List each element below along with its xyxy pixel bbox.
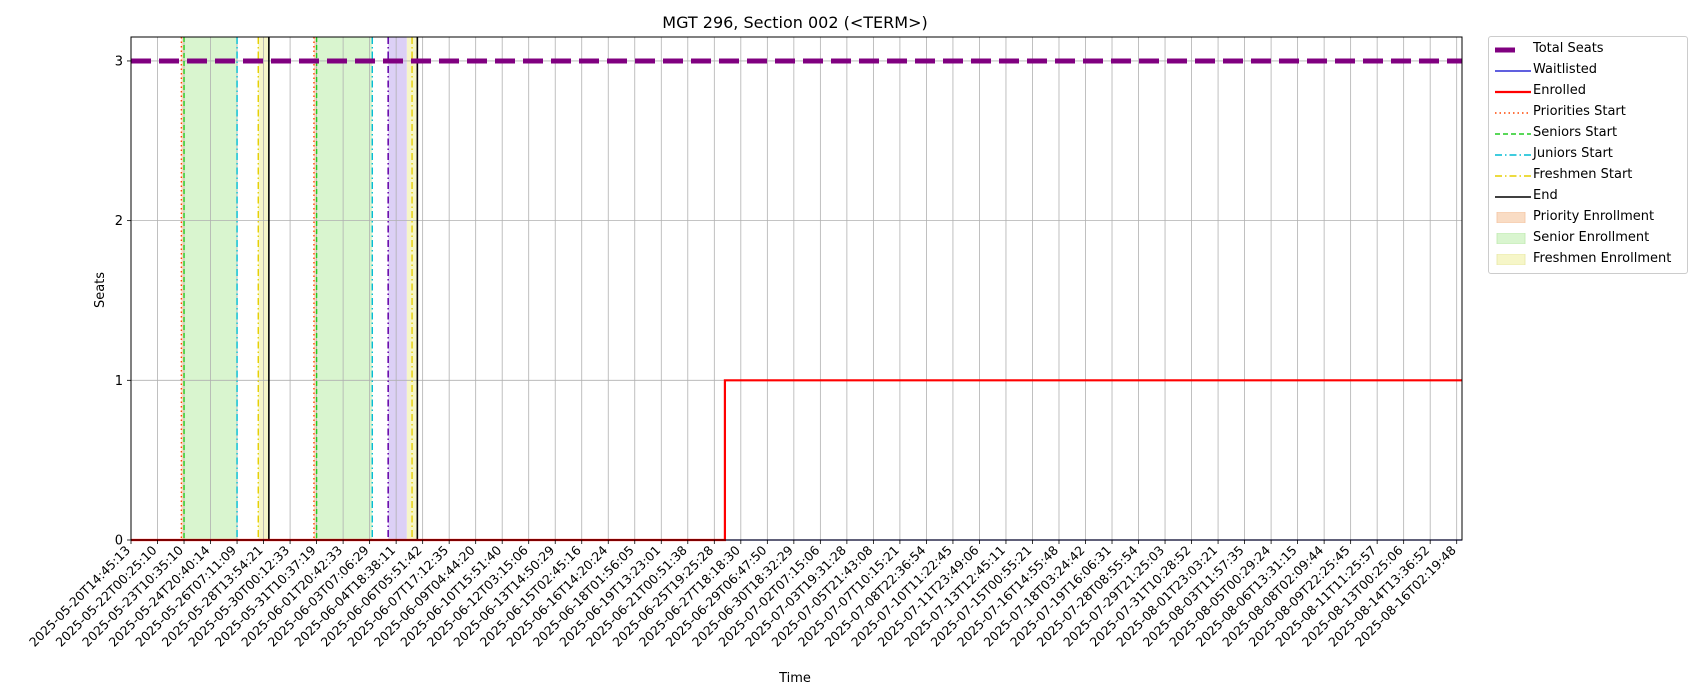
priority-enrollment-swatch xyxy=(1496,212,1526,223)
juniors-start-swatch xyxy=(1495,154,1531,156)
legend-item-freshmen-start: Freshmen Start xyxy=(1489,165,1687,186)
legend-item-juniors-start: Juniors Start xyxy=(1489,144,1687,165)
region-band xyxy=(316,37,373,540)
chart-legend: Total Seats Waitlisted Enrolled Prioriti… xyxy=(1488,36,1688,274)
legend-item-enrolled: Enrolled xyxy=(1489,81,1687,102)
freshmen-start-swatch xyxy=(1495,175,1531,177)
legend-item-end: End xyxy=(1489,186,1687,207)
x-axis-label: Time xyxy=(778,671,811,686)
plot-frame xyxy=(130,36,1463,541)
legend-label: Senior Enrollment xyxy=(1533,230,1650,245)
chart-title: MGT 296, Section 002 (<TERM>) xyxy=(662,13,927,32)
legend-item-priorities-start: Priorities Start xyxy=(1489,102,1687,123)
legend-item-waitlisted: Waitlisted xyxy=(1489,60,1687,81)
y-tick-label: 2 xyxy=(115,214,123,229)
legend-label: Priorities Start xyxy=(1533,104,1626,119)
waitlisted-swatch xyxy=(1495,70,1531,72)
tick-layer: 2025-05-20T14:45:132025-05-22T00:25:1020… xyxy=(26,54,1459,649)
legend-label: Freshmen Start xyxy=(1533,167,1633,182)
y-tick-label: 3 xyxy=(115,54,123,69)
legend-label: Priority Enrollment xyxy=(1533,209,1655,224)
freshmen-enrollment-swatch xyxy=(1496,254,1526,265)
region-band xyxy=(181,37,185,540)
priorities-start-swatch xyxy=(1495,112,1531,114)
y-axis-label: Seats xyxy=(93,272,108,308)
legend-label: Total Seats xyxy=(1533,41,1604,56)
legend-label: End xyxy=(1533,188,1558,203)
legend-label: Waitlisted xyxy=(1533,62,1598,77)
legend-label: Juniors Start xyxy=(1533,146,1613,161)
seniors-start-swatch xyxy=(1495,133,1531,135)
legend-item-seniors-start: Seniors Start xyxy=(1489,123,1687,144)
legend-label: Seniors Start xyxy=(1533,125,1618,140)
end-swatch xyxy=(1495,196,1531,198)
y-tick-label: 0 xyxy=(115,534,123,549)
legend-item-priority-enrollment: Priority Enrollment xyxy=(1489,207,1687,228)
region-band xyxy=(313,37,317,540)
legend-item-freshmen-enrollment: Freshmen Enrollment xyxy=(1489,249,1687,270)
total-seats-swatch xyxy=(1495,47,1515,53)
enrolled-swatch xyxy=(1495,90,1531,94)
regions-layer xyxy=(181,37,418,540)
marker-layer xyxy=(180,37,419,540)
region-band xyxy=(388,37,407,540)
y-tick-label: 1 xyxy=(115,374,123,389)
legend-label: Enrolled xyxy=(1533,83,1586,98)
legend-item-senior-enrollment: Senior Enrollment xyxy=(1489,228,1687,249)
senior-enrollment-swatch xyxy=(1496,233,1526,244)
legend-item-total-seats: Total Seats xyxy=(1489,39,1687,60)
legend-label: Freshmen Enrollment xyxy=(1533,251,1672,266)
